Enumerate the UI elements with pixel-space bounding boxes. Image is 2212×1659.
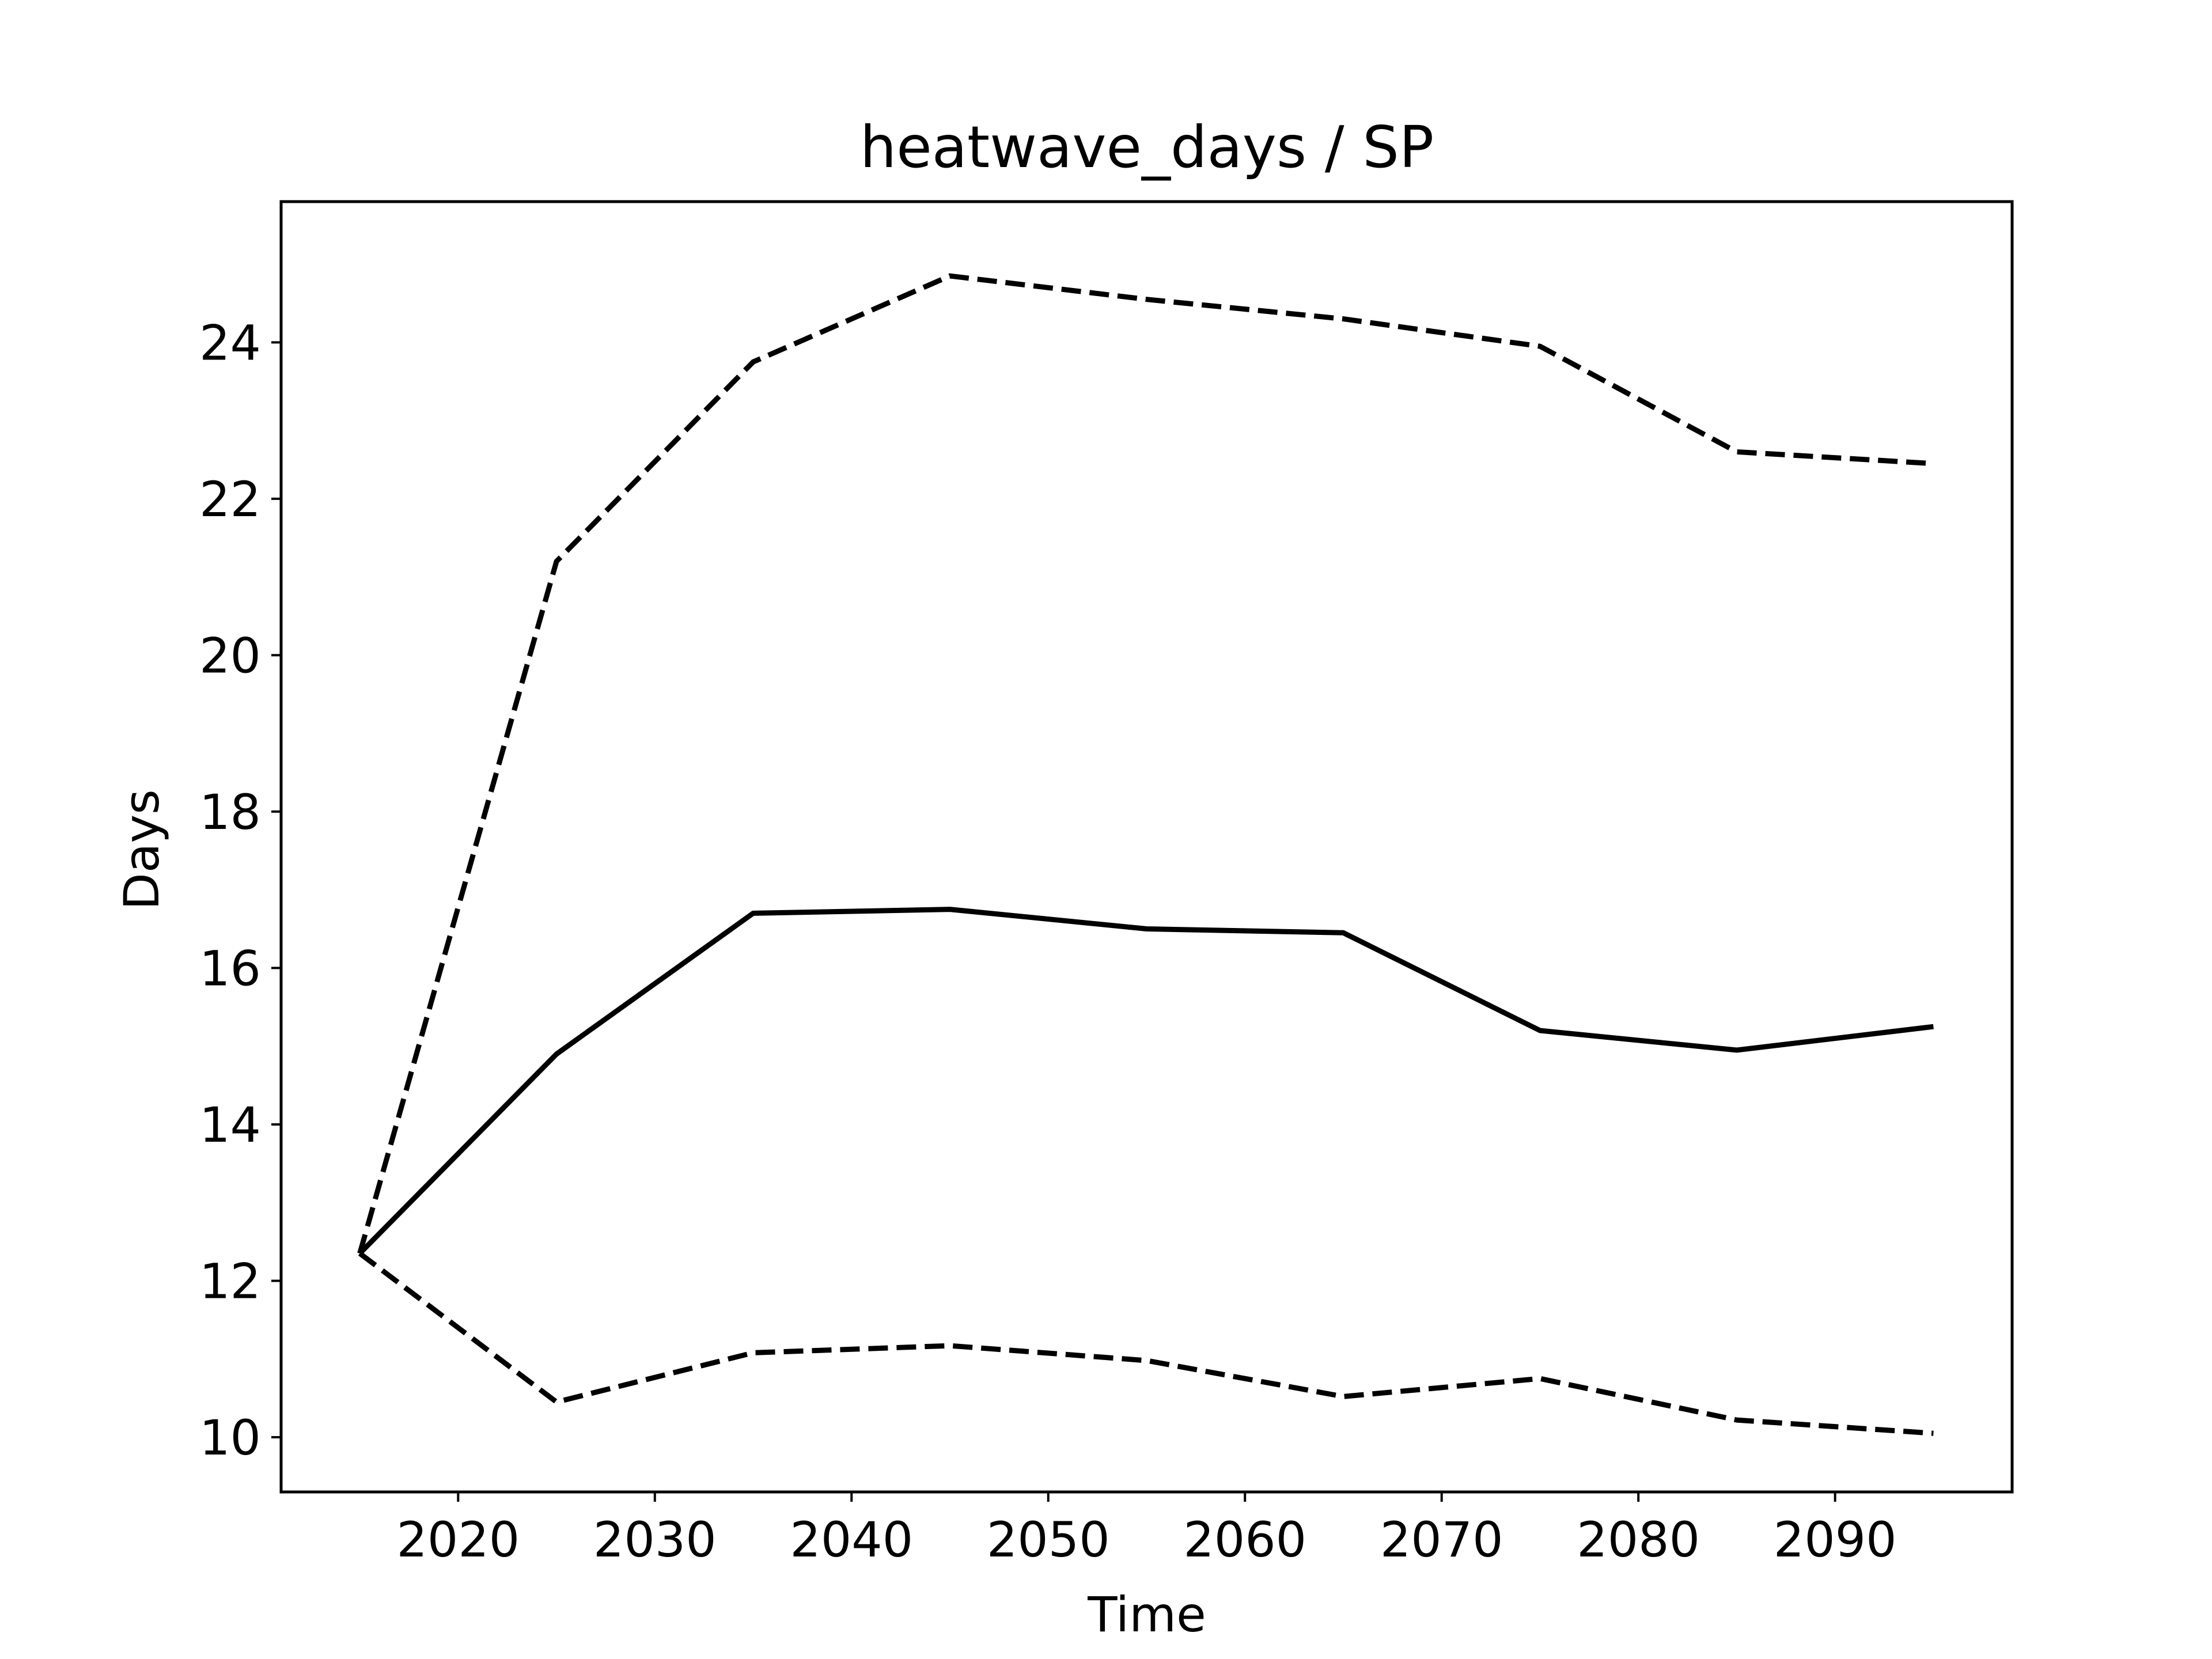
x-tick-label: 2060 [1183,1512,1306,1568]
y-tick-label: 24 [199,315,261,371]
x-tick-label: 2030 [593,1512,717,1568]
series-line-0 [358,907,1934,1256]
y-tick-label: 12 [199,1253,261,1309]
chart-title: heatwave_days / SP [860,113,1434,181]
x-tick-label: 2040 [790,1512,913,1568]
x-axis-label: Time [1087,1586,1206,1643]
x-tick-label: 2020 [396,1512,520,1568]
x-tick-label: 2090 [1774,1512,1897,1568]
y-tick-label: 22 [199,471,261,528]
y-tick-label: 14 [199,1097,261,1153]
y-axis-ticks: 10 12 14 16 18 20 22 24 [199,315,281,1466]
series-line-1 [357,273,1934,1255]
x-axis-ticks: 2020 2030 2040 2050 2060 2070 2080 2090 [396,1492,1897,1568]
y-axis-label: Days [113,789,170,910]
y-tick-label: 20 [199,627,261,684]
y-tick-label: 18 [199,784,261,840]
axes-frame [279,200,2014,1494]
series-layer [357,273,1934,1436]
y-tick-label: 10 [199,1410,261,1466]
y-tick-label: 16 [199,940,261,997]
x-tick-label: 2080 [1577,1512,1700,1568]
series-line-2 [358,1251,1934,1436]
plot-area [279,200,2014,1494]
x-tick-label: 2050 [987,1512,1110,1568]
x-tick-label: 2070 [1380,1512,1503,1568]
